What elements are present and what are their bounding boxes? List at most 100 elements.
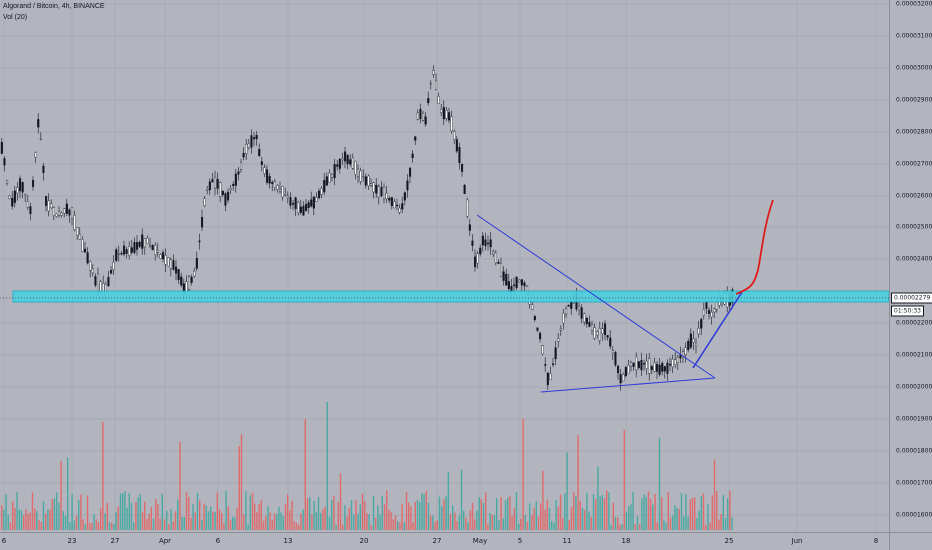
volume-bar [276, 514, 278, 530]
candle-body [661, 363, 664, 372]
candle-body [193, 270, 196, 277]
candle-body [70, 207, 74, 219]
candle-body [489, 239, 492, 248]
volume-bar [687, 516, 689, 530]
candle-body [276, 185, 279, 190]
volume-bar [293, 521, 295, 530]
candle-body [539, 332, 542, 340]
volume-bar [447, 471, 449, 530]
volume-bar [603, 498, 606, 530]
volume-bar [581, 507, 584, 530]
candle-body [357, 168, 360, 177]
volume-bar [298, 524, 300, 530]
volume-bar [60, 460, 62, 530]
candle-body [645, 360, 648, 369]
volume-bar [258, 504, 260, 530]
price-chart[interactable] [0, 0, 889, 532]
volume-bar [438, 496, 441, 530]
volume-bar [509, 496, 511, 530]
candle-body [16, 187, 19, 194]
candle-body [643, 363, 646, 365]
candle-body [159, 254, 162, 259]
candle-body [286, 195, 289, 199]
volume-bar [53, 498, 56, 530]
candle-body [440, 109, 443, 113]
candle-body [55, 213, 58, 217]
volume-bar [531, 515, 533, 530]
candle-body [37, 119, 40, 128]
volume-bar [95, 519, 97, 530]
volume-bar [713, 459, 716, 530]
candle-body [219, 182, 222, 197]
candle-body [507, 281, 510, 289]
volume-bar [487, 524, 489, 530]
candle-body [3, 158, 6, 166]
candle-body [177, 269, 180, 280]
volume-bar [273, 513, 276, 530]
support-trendline [540, 377, 716, 393]
volume-bar [456, 520, 458, 530]
candle-body [450, 116, 453, 132]
price-tick-label: 0.00003200 [896, 0, 932, 8]
candle-body [47, 200, 50, 212]
candle-body [91, 268, 94, 274]
volume-bar [256, 512, 258, 530]
time-axis[interactable]: 6 23 27 Apr 6 13 20 27 May 5 11 18 25 Jun 8 [0, 532, 889, 550]
volume-bar [67, 457, 69, 530]
volume-bar [399, 522, 401, 530]
candle-body [429, 83, 432, 85]
volume-bar [621, 524, 623, 530]
volume-bar [91, 522, 93, 530]
volume-bar [320, 512, 322, 530]
candle-body [195, 257, 198, 269]
price-axis[interactable]: 0.00003200 0.00003100 0.00003000 0.00002900… [889, 0, 932, 532]
candle-body [229, 188, 232, 190]
volume-bar [295, 522, 298, 530]
volume-bar [397, 521, 399, 530]
volume-bar [535, 501, 537, 530]
ascending-trendline [692, 291, 743, 369]
candle-body [268, 176, 271, 184]
volume-bar [25, 509, 27, 530]
candle-body [138, 241, 141, 247]
volume-bar [357, 513, 359, 530]
volume-bar [12, 501, 14, 530]
volume-bar [623, 429, 625, 530]
volume-bar [313, 500, 315, 530]
volume-bar [414, 502, 416, 530]
candle-body [648, 358, 651, 374]
candle-body [414, 136, 417, 141]
volume-bar [201, 520, 203, 530]
volume-bar [478, 497, 480, 530]
volume-bar [680, 493, 683, 530]
volume-bar [465, 517, 467, 530]
candle-body [710, 311, 713, 318]
volume-bar [559, 494, 562, 530]
volume-bar [685, 494, 687, 530]
volume-bar [485, 492, 487, 530]
candle-body [515, 277, 518, 289]
volume-bar [522, 418, 524, 530]
candle-body [435, 80, 438, 90]
volume-bar [705, 524, 707, 530]
volume-bar [78, 500, 80, 530]
price-tick-label: 0.00001600 [896, 511, 932, 519]
candle-body [292, 203, 295, 205]
candle-body [323, 179, 326, 193]
candle-body [305, 203, 308, 211]
volume-bar [709, 522, 711, 530]
volume-bar [185, 491, 188, 530]
volume-bar [630, 504, 632, 530]
candle-body [232, 183, 235, 186]
volume-legend: Vol (20) [3, 14, 28, 21]
volume-bar [133, 522, 135, 530]
volume-bar [366, 513, 368, 530]
projection-curve [735, 199, 774, 295]
candle-body [78, 234, 81, 240]
candle-body [284, 194, 287, 196]
chart-pane[interactable]: Algorand / Bitcoin, 4h, BINANCE Vol (20) [0, 0, 889, 532]
volume-bar [383, 504, 386, 530]
volume-bar [183, 516, 185, 530]
candle-body [351, 157, 354, 169]
candle-body [601, 328, 604, 335]
